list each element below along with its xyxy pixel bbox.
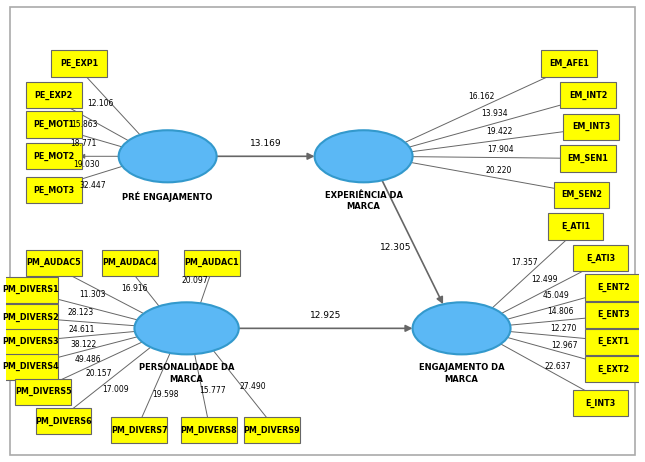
FancyBboxPatch shape (52, 50, 107, 77)
FancyBboxPatch shape (184, 249, 240, 276)
Text: PM_DIVERS3: PM_DIVERS3 (2, 337, 59, 346)
Text: 12.305: 12.305 (381, 243, 412, 252)
Text: 27.490: 27.490 (239, 382, 266, 391)
Text: E_ENT3: E_ENT3 (597, 310, 630, 319)
Text: 18.771: 18.771 (70, 139, 97, 148)
FancyBboxPatch shape (3, 354, 58, 380)
Text: EM_SEN1: EM_SEN1 (568, 154, 608, 163)
Text: 12.499: 12.499 (531, 274, 558, 284)
Text: PM_DIVERS8: PM_DIVERS8 (181, 426, 237, 435)
Text: 12.270: 12.270 (550, 324, 577, 333)
Text: 15.777: 15.777 (199, 386, 226, 395)
FancyBboxPatch shape (26, 177, 82, 203)
FancyBboxPatch shape (573, 245, 628, 271)
Text: PE_MOT1: PE_MOT1 (34, 120, 74, 129)
Text: EM_INT3: EM_INT3 (572, 122, 610, 131)
Text: E_EXT1: E_EXT1 (597, 337, 630, 346)
Text: E_ATI1: E_ATI1 (561, 222, 590, 231)
Text: PE_MOT2: PE_MOT2 (34, 152, 74, 161)
Text: 14.806: 14.806 (547, 307, 573, 316)
Text: ENGAJAMENTO DA
MARCA: ENGAJAMENTO DA MARCA (419, 364, 504, 383)
Text: 17.904: 17.904 (487, 145, 514, 154)
Text: PM_AUDAC4: PM_AUDAC4 (103, 258, 157, 267)
Text: 15.863: 15.863 (71, 120, 97, 129)
FancyBboxPatch shape (26, 249, 82, 276)
Text: 24.611: 24.611 (68, 325, 95, 334)
Text: 16.916: 16.916 (121, 284, 148, 293)
FancyBboxPatch shape (244, 417, 300, 444)
FancyBboxPatch shape (10, 7, 635, 455)
Text: PM_DIVERS6: PM_DIVERS6 (35, 417, 92, 426)
Text: PM_DIVERS2: PM_DIVERS2 (2, 312, 59, 322)
Text: EM_INT2: EM_INT2 (569, 91, 607, 100)
FancyBboxPatch shape (3, 304, 58, 330)
Text: E_ATI3: E_ATI3 (586, 254, 615, 263)
Text: 13.934: 13.934 (481, 109, 508, 118)
FancyBboxPatch shape (573, 390, 628, 416)
Text: EXPERIÊNCIA DA
MARCA: EXPERIÊNCIA DA MARCA (324, 191, 402, 212)
Text: 49.486: 49.486 (74, 355, 101, 364)
Text: 16.162: 16.162 (468, 91, 494, 101)
FancyBboxPatch shape (560, 146, 616, 172)
Text: PE_EXP2: PE_EXP2 (35, 91, 73, 100)
Ellipse shape (134, 302, 239, 354)
Text: PM_DIVERS5: PM_DIVERS5 (15, 387, 72, 396)
FancyBboxPatch shape (548, 213, 603, 240)
Text: 32.447: 32.447 (79, 181, 106, 190)
Text: 45.049: 45.049 (543, 291, 570, 300)
FancyBboxPatch shape (3, 329, 58, 355)
FancyBboxPatch shape (35, 408, 91, 434)
FancyBboxPatch shape (586, 356, 641, 382)
FancyBboxPatch shape (102, 249, 157, 276)
Text: 28.123: 28.123 (67, 308, 94, 317)
Text: 19.598: 19.598 (152, 390, 179, 399)
Text: 20.157: 20.157 (85, 369, 112, 378)
Text: PRÉ ENGAJAMENTO: PRÉ ENGAJAMENTO (123, 191, 213, 202)
Text: 12.967: 12.967 (551, 341, 577, 350)
Text: EM_SEN2: EM_SEN2 (561, 190, 602, 199)
Text: E_EXT2: E_EXT2 (597, 365, 630, 374)
FancyBboxPatch shape (15, 378, 71, 405)
Ellipse shape (315, 130, 413, 182)
FancyBboxPatch shape (26, 143, 82, 170)
Ellipse shape (119, 130, 217, 182)
FancyBboxPatch shape (112, 417, 167, 444)
Ellipse shape (413, 302, 511, 354)
Text: 11.303: 11.303 (79, 290, 106, 299)
Text: PE_EXP1: PE_EXP1 (60, 59, 98, 68)
Text: PERSONALIDADE DA
MARCA: PERSONALIDADE DA MARCA (139, 364, 234, 383)
FancyBboxPatch shape (586, 274, 641, 301)
Text: 20.220: 20.220 (486, 166, 512, 175)
Text: 17.357: 17.357 (511, 258, 538, 267)
Text: 17.009: 17.009 (102, 385, 128, 394)
Text: 22.637: 22.637 (544, 363, 571, 371)
FancyBboxPatch shape (181, 417, 237, 444)
Text: 19.030: 19.030 (73, 160, 99, 169)
Text: PM_DIVERS7: PM_DIVERS7 (111, 426, 168, 435)
FancyBboxPatch shape (26, 111, 82, 138)
Text: E_ENT2: E_ENT2 (597, 283, 630, 292)
FancyBboxPatch shape (3, 277, 58, 303)
FancyBboxPatch shape (541, 50, 597, 77)
Text: 12.925: 12.925 (310, 311, 341, 320)
Text: PE_MOT3: PE_MOT3 (34, 186, 74, 195)
Text: EM_AFE1: EM_AFE1 (549, 59, 589, 68)
Text: PM_DIVERS4: PM_DIVERS4 (2, 362, 59, 371)
FancyBboxPatch shape (554, 182, 610, 208)
Text: 38.122: 38.122 (71, 340, 97, 349)
Text: PM_AUDAC1: PM_AUDAC1 (184, 258, 239, 267)
FancyBboxPatch shape (563, 114, 619, 140)
Text: 13.169: 13.169 (250, 139, 281, 148)
Text: PM_DIVERS1: PM_DIVERS1 (2, 286, 59, 294)
FancyBboxPatch shape (586, 302, 641, 328)
FancyBboxPatch shape (560, 82, 616, 108)
Text: 20.097: 20.097 (182, 276, 208, 286)
FancyBboxPatch shape (586, 329, 641, 355)
FancyBboxPatch shape (26, 82, 82, 108)
Text: E_INT3: E_INT3 (586, 399, 616, 407)
Text: 19.422: 19.422 (486, 127, 513, 136)
Text: PM_DIVERS9: PM_DIVERS9 (244, 426, 300, 435)
Text: 12.106: 12.106 (87, 99, 114, 108)
Text: PM_AUDAC5: PM_AUDAC5 (26, 258, 81, 267)
